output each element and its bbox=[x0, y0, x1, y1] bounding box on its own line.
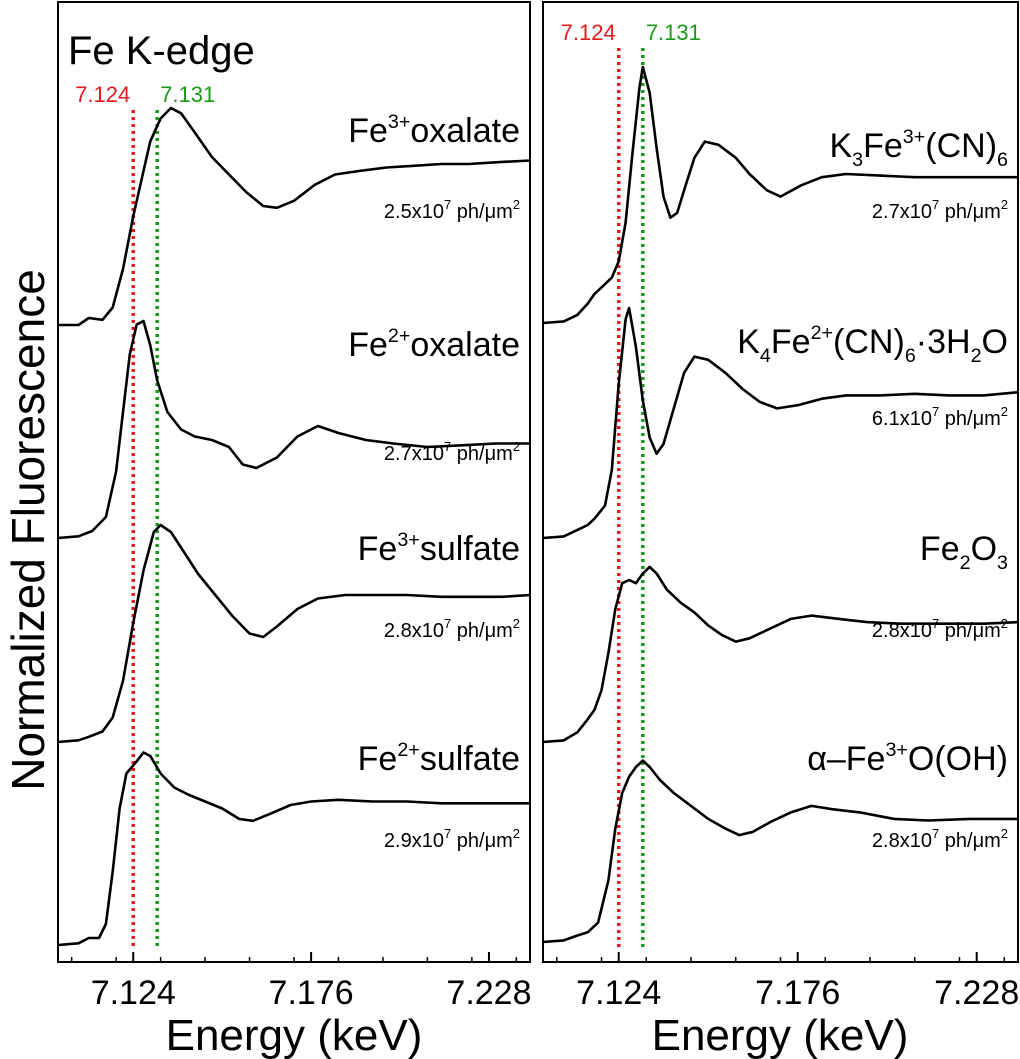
x-tick-label: 7.124 bbox=[576, 974, 661, 1012]
dose-label: 2.7x107 ph/μm2 bbox=[384, 439, 520, 465]
series-label: Fe2O3 bbox=[920, 530, 1008, 574]
y-axis-label: Normalized Fluorescence bbox=[2, 269, 54, 791]
dose-label: 2.5x107 ph/μm2 bbox=[384, 197, 520, 223]
ref-line-label: 7.131 bbox=[160, 82, 215, 107]
series-label: Fe3+oxalate bbox=[348, 111, 520, 150]
panel-right-xlabel: Energy (keV) bbox=[652, 1011, 909, 1059]
ref-line-label: 7.124 bbox=[75, 82, 130, 107]
spectrum-line bbox=[58, 106, 531, 327]
dose-label: 2.8x107 ph/μm2 bbox=[384, 616, 520, 642]
series-label: Fe2+oxalate bbox=[348, 325, 520, 364]
x-tick-label: 7.176 bbox=[755, 974, 840, 1012]
panel-left: Fe K-edge Energy (keV) 7.124 7.176 7.228 7.… bbox=[57, 1, 532, 1059]
ref-line-label: 7.124 bbox=[561, 20, 616, 45]
series-label: Fe3+sulfate bbox=[358, 529, 520, 568]
spectrum-line bbox=[542, 759, 1018, 944]
panel-left-title: Fe K-edge bbox=[68, 29, 255, 73]
spectrum-line bbox=[57, 319, 530, 540]
spectrum-line bbox=[57, 751, 530, 947]
x-tick-label: 7.228 bbox=[446, 974, 531, 1012]
spectrum-line bbox=[542, 306, 1019, 540]
x-tick-label: 7.176 bbox=[269, 974, 354, 1012]
dose-label: 2.8x107 ph/μm2 bbox=[872, 616, 1008, 642]
ref-line-label: 7.131 bbox=[646, 20, 701, 45]
series-label: Fe2+sulfate bbox=[358, 739, 520, 778]
spectrum-line bbox=[542, 565, 1019, 744]
panel-right: Energy (keV) 7.124 7.176 7.228 7.124 7.131 K3… bbox=[542, 1, 1019, 1059]
series-label: K4Fe2+(CN)6·3H2O bbox=[737, 322, 1008, 367]
dose-label: 6.1x107 ph/μm2 bbox=[872, 404, 1008, 430]
x-tick-label: 7.228 bbox=[934, 974, 1019, 1012]
series-label: K3Fe3+(CN)6 bbox=[829, 126, 1008, 171]
dose-label: 2.7x107 ph/μm2 bbox=[872, 197, 1008, 223]
spectrum-line bbox=[542, 65, 1018, 325]
x-tick-label: 7.124 bbox=[91, 974, 176, 1012]
panel-left-xlabel: Energy (keV) bbox=[166, 1011, 423, 1059]
dose-label: 2.9x107 ph/μm2 bbox=[384, 826, 520, 852]
dose-label: 2.8x107 ph/μm2 bbox=[872, 826, 1008, 852]
spectrum-line bbox=[57, 523, 531, 744]
series-label: α–Fe3+O(OH) bbox=[807, 739, 1008, 778]
